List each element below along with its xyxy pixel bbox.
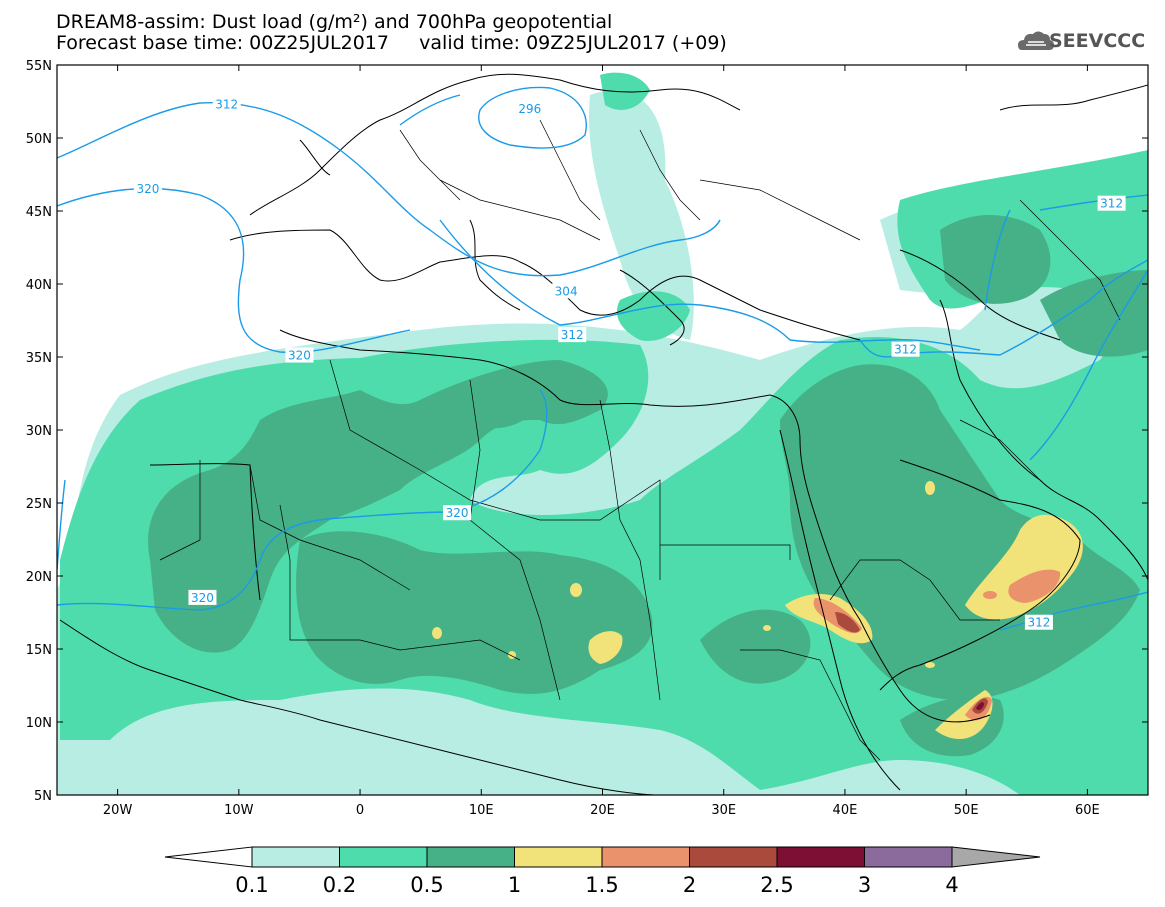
contour-label: 320 bbox=[288, 349, 311, 363]
colorbar-swatch bbox=[426, 846, 515, 868]
lon-label: 50E bbox=[954, 803, 979, 818]
colorbar-tick-label: 1 bbox=[508, 873, 521, 897]
lat-label: 25N bbox=[26, 497, 52, 512]
geopotential-contours bbox=[57, 86, 1148, 631]
dust-level-2.5-region bbox=[976, 702, 984, 711]
contour-label: 312 bbox=[1100, 197, 1123, 211]
contour-label: 320 bbox=[446, 506, 469, 520]
axis-ticks bbox=[57, 64, 1148, 796]
colorbar-tick-labels: 0.1 0.2 0.5 1 1.5 2 2.5 3 4 bbox=[235, 873, 958, 897]
colorbar-swatch bbox=[514, 846, 603, 868]
contour-label-bg bbox=[285, 347, 314, 363]
contour-label: 304 bbox=[555, 284, 578, 298]
colorbar-tick-label: 3 bbox=[858, 873, 871, 897]
contour-label: 312 bbox=[894, 343, 917, 357]
lon-label: 30E bbox=[711, 803, 736, 818]
contour-label: 312 bbox=[1027, 616, 1050, 630]
colorbar-swatch bbox=[601, 846, 690, 868]
colorbar-swatch bbox=[251, 846, 340, 868]
lon-label: 40E bbox=[833, 803, 858, 818]
lat-label: 55N bbox=[26, 59, 52, 74]
lon-label: 10E bbox=[469, 803, 494, 818]
country-borders bbox=[159, 119, 1121, 761]
contour-label: 312 bbox=[561, 328, 584, 342]
colorbar-swatch bbox=[689, 846, 778, 868]
contour-label-bg bbox=[558, 327, 587, 343]
lat-label: 30N bbox=[26, 424, 52, 439]
lat-label: 15N bbox=[26, 643, 52, 658]
colorbar-swatch bbox=[776, 846, 865, 868]
colorbar-left-arrow bbox=[164, 846, 253, 868]
longitude-labels: 20W 10W 0 10E 20E 30E 40E 50E 60E bbox=[103, 803, 1100, 818]
contour-label-bg bbox=[552, 283, 581, 299]
contour-label-bg bbox=[891, 341, 920, 357]
contour-label-bg bbox=[515, 100, 544, 116]
map-title: DREAM8-assim: Dust load (g/m²) and 700hP… bbox=[56, 11, 613, 33]
contour-label: 320 bbox=[191, 591, 214, 605]
colorbar bbox=[164, 846, 1041, 868]
contour-label-bg bbox=[443, 505, 472, 521]
lat-label: 50N bbox=[26, 132, 52, 147]
lon-label: 20W bbox=[103, 803, 133, 818]
colorbar-tick-label: 4 bbox=[945, 873, 958, 897]
lon-label: 20E bbox=[590, 803, 615, 818]
lat-label: 45N bbox=[26, 205, 52, 220]
lat-label: 10N bbox=[26, 716, 52, 731]
cloud-logo-icon bbox=[1018, 31, 1054, 50]
lat-label: 40N bbox=[26, 278, 52, 293]
lat-label: 5N bbox=[34, 789, 52, 804]
lon-label: 0 bbox=[356, 803, 364, 818]
colorbar-tick-label: 2 bbox=[683, 873, 696, 897]
colorbar-swatch bbox=[339, 846, 428, 868]
lat-label: 20N bbox=[26, 570, 52, 585]
contour-label: 296 bbox=[518, 102, 541, 116]
lat-label: 35N bbox=[26, 351, 52, 366]
contour-label-bg bbox=[133, 181, 162, 197]
lon-label: 10W bbox=[224, 803, 254, 818]
contour-label: 312 bbox=[215, 97, 238, 111]
colorbar-tick-label: 0.2 bbox=[323, 873, 356, 897]
latitude-labels: 55N 50N 45N 40N 35N 30N 25N 20N 15N 10N 5N bbox=[26, 59, 52, 804]
contour-label-bg bbox=[212, 96, 241, 112]
dust-level-0.5-region bbox=[148, 215, 1148, 757]
colorbar-tick-label: 0.1 bbox=[235, 873, 268, 897]
colorbar-tick-label: 2.5 bbox=[760, 873, 793, 897]
contour-label-bg bbox=[188, 589, 217, 605]
colorbar-tick-label: 0.5 bbox=[410, 873, 443, 897]
contour-labels: 296 312 320 304 312 320 312 312 320 320 312 bbox=[133, 96, 1126, 630]
colorbar-swatch bbox=[864, 846, 953, 868]
contour-label-bg bbox=[1024, 614, 1053, 630]
forecast-time-line: Forecast base time: 00Z25JUL2017 valid t… bbox=[56, 32, 727, 54]
colorbar-tick-label: 1.5 bbox=[585, 873, 618, 897]
lon-label: 60E bbox=[1075, 803, 1100, 818]
contour-label-bg bbox=[1097, 195, 1126, 211]
contour-label: 320 bbox=[136, 182, 159, 196]
colorbar-right-arrow bbox=[951, 846, 1041, 868]
logo-text: SEEVCCC bbox=[1049, 30, 1146, 52]
